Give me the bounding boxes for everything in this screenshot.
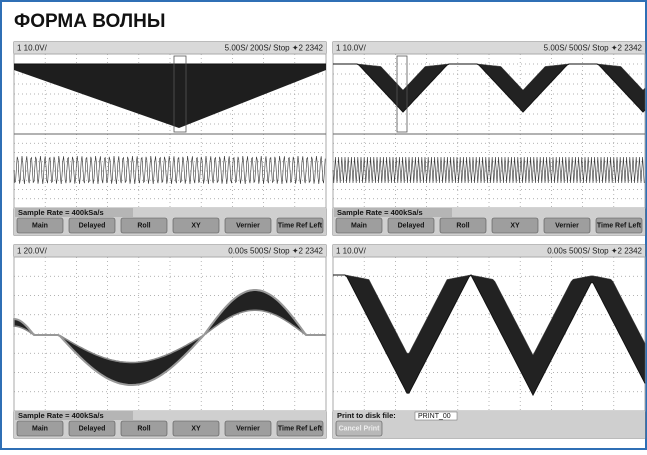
softkey-label: Roll [137,425,150,432]
softkey-label: Vernier [236,425,260,432]
channel-scale: 1 20.0V/ [17,247,48,256]
page: ФОРМА ВОЛНЫ 1 10.0V/5.00S/ 200S/ Stop ✦2… [0,0,647,450]
sample-rate: Sample Rate = 400kSa/s [18,411,104,420]
title: ФОРМА ВОЛНЫ [14,11,165,32]
softkey-label: Main [32,425,48,432]
channel-scale: 1 10.0V/ [17,44,48,53]
channel-scale: 1 10.0V/ [336,247,367,256]
softkey-label: Time Ref Left [597,222,642,229]
softkey-label: Vernier [236,222,260,229]
softkey-label: XY [191,222,201,229]
channel-scale: 1 10.0V/ [336,44,367,53]
softkey-label: Cancel Print [339,425,381,432]
softkey-label: Time Ref Left [278,425,323,432]
softkey-label: Time Ref Left [278,222,323,229]
softkey-label: Vernier [555,222,579,229]
timebase: 0.00s 500S/ Stop ✦2 2342 [228,247,323,256]
scope-panel: 1 20.0V/0.00s 500S/ Stop ✦2 2342 Sample R… [14,245,326,438]
sample-rate: Sample Rate = 400kSa/s [337,208,423,217]
softkey-label: XY [191,425,201,432]
softkey-label: Main [351,222,367,229]
sample-rate: Sample Rate = 400kSa/s [18,208,104,217]
timebase: 0.00s 500S/ Stop ✦2 2342 [547,247,642,256]
softkey-label: XY [510,222,520,229]
scope-panel: 1 10.0V/5.00S/ 500S/ Stop ✦2 2342 Sample … [333,42,645,235]
timebase: 5.00S/ 200S/ Stop ✦2 2342 [225,44,324,53]
print-prompt: Print to disk file: [337,411,396,420]
softkey-label: Roll [456,222,469,229]
softkey-label: Delayed [79,222,106,229]
scope-panel: 1 10.0V/0.00s 500S/ Stop ✦2 2342 Print to… [333,245,645,438]
timebase: 5.00S/ 500S/ Stop ✦2 2342 [544,44,643,53]
scope-panel: 1 10.0V/5.00S/ 200S/ Stop ✦2 2342 Sample … [14,42,326,235]
softkey-label: Delayed [398,222,425,229]
filename: PRINT_00 [418,413,451,420]
softkey-label: Delayed [79,425,106,432]
softkey-label: Main [32,222,48,229]
softkey-label: Roll [137,222,150,229]
